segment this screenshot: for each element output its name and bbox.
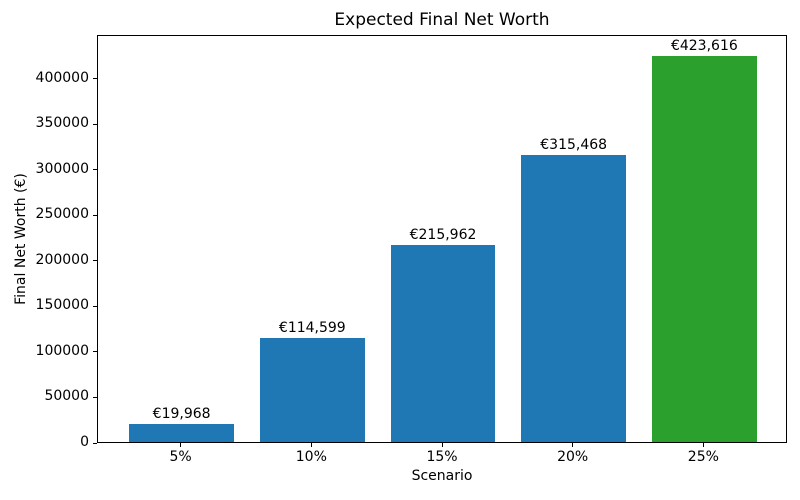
x-tick-mark	[572, 443, 574, 447]
x-tick-label: 20%	[557, 449, 589, 465]
bar-value-label: €19,968	[152, 405, 211, 422]
y-tick-label: 250000	[35, 206, 89, 223]
y-tick-label: 100000	[35, 342, 89, 359]
y-tick-mark	[93, 396, 97, 398]
y-tick-label: 300000	[35, 160, 89, 177]
y-tick-label: 0	[80, 434, 89, 450]
y-tick-label: 50000	[44, 388, 89, 405]
y-tick-label: 150000	[35, 297, 89, 314]
y-tick-label: 350000	[35, 115, 89, 132]
bar-value-label: €215,962	[409, 227, 477, 244]
bar-value-label: €114,599	[278, 319, 346, 336]
y-tick-label: 200000	[35, 251, 89, 268]
y-tick-mark	[93, 260, 97, 262]
bar	[260, 337, 365, 442]
bar-value-label: €315,468	[540, 136, 608, 153]
x-tick-label: 10%	[295, 449, 327, 465]
bar	[652, 56, 757, 442]
y-tick-mark	[93, 305, 97, 307]
x-tick-label: 15%	[426, 449, 458, 465]
y-tick-mark	[93, 169, 97, 171]
plot-area: €19,968 €114,599 €215,962 €315,468 €423,616	[97, 35, 787, 443]
y-tick-mark	[93, 123, 97, 125]
bar	[129, 423, 234, 442]
y-tick-mark	[93, 214, 97, 216]
bar-value-label: €423,616	[670, 38, 738, 55]
x-axis-label: Scenario	[411, 468, 473, 484]
x-tick-label: 25%	[687, 449, 719, 465]
x-tick-mark	[180, 443, 182, 447]
x-tick-mark	[441, 443, 443, 447]
x-tick-mark	[310, 443, 312, 447]
y-tick-mark	[93, 442, 97, 444]
y-tick-mark	[93, 351, 97, 353]
x-tick-mark	[702, 443, 704, 447]
bar	[390, 245, 496, 442]
y-tick-label: 400000	[35, 69, 89, 86]
x-tick-label: 5%	[169, 449, 192, 465]
bar	[521, 154, 626, 442]
y-tick-mark	[93, 78, 97, 80]
chart-title: Expected Final Net Worth	[334, 10, 550, 30]
y-axis-label: Final Net Worth (€)	[13, 173, 29, 305]
